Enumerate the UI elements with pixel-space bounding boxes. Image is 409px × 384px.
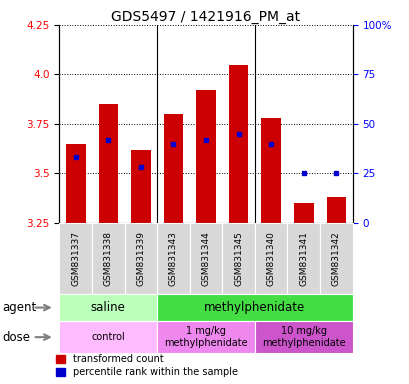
Text: dose: dose — [2, 331, 30, 344]
Text: saline: saline — [91, 301, 126, 314]
Text: GSM831342: GSM831342 — [331, 231, 340, 286]
Legend: transformed count, percentile rank within the sample: transformed count, percentile rank withi… — [56, 354, 237, 377]
Bar — [228, 65, 248, 223]
Text: GSM831345: GSM831345 — [234, 231, 243, 286]
Title: GDS5497 / 1421916_PM_at: GDS5497 / 1421916_PM_at — [111, 10, 300, 24]
Text: GSM831344: GSM831344 — [201, 231, 210, 286]
Text: GSM831337: GSM831337 — [71, 231, 80, 286]
Bar — [163, 114, 183, 223]
Text: 10 mg/kg
methylphenidate: 10 mg/kg methylphenidate — [261, 326, 345, 348]
Text: GSM831338: GSM831338 — [103, 231, 112, 286]
Bar — [293, 203, 313, 223]
Text: agent: agent — [2, 301, 36, 314]
Bar — [131, 149, 150, 223]
Text: GSM831343: GSM831343 — [169, 231, 178, 286]
Bar — [261, 118, 280, 223]
Text: 1 mg/kg
methylphenidate: 1 mg/kg methylphenidate — [164, 326, 247, 348]
Text: GSM831340: GSM831340 — [266, 231, 275, 286]
Text: GSM831339: GSM831339 — [136, 231, 145, 286]
Text: control: control — [91, 332, 125, 342]
Bar — [66, 144, 85, 223]
Text: GSM831341: GSM831341 — [299, 231, 308, 286]
Bar — [196, 90, 215, 223]
Bar — [326, 197, 345, 223]
Text: methylphenidate: methylphenidate — [204, 301, 305, 314]
Bar — [98, 104, 118, 223]
